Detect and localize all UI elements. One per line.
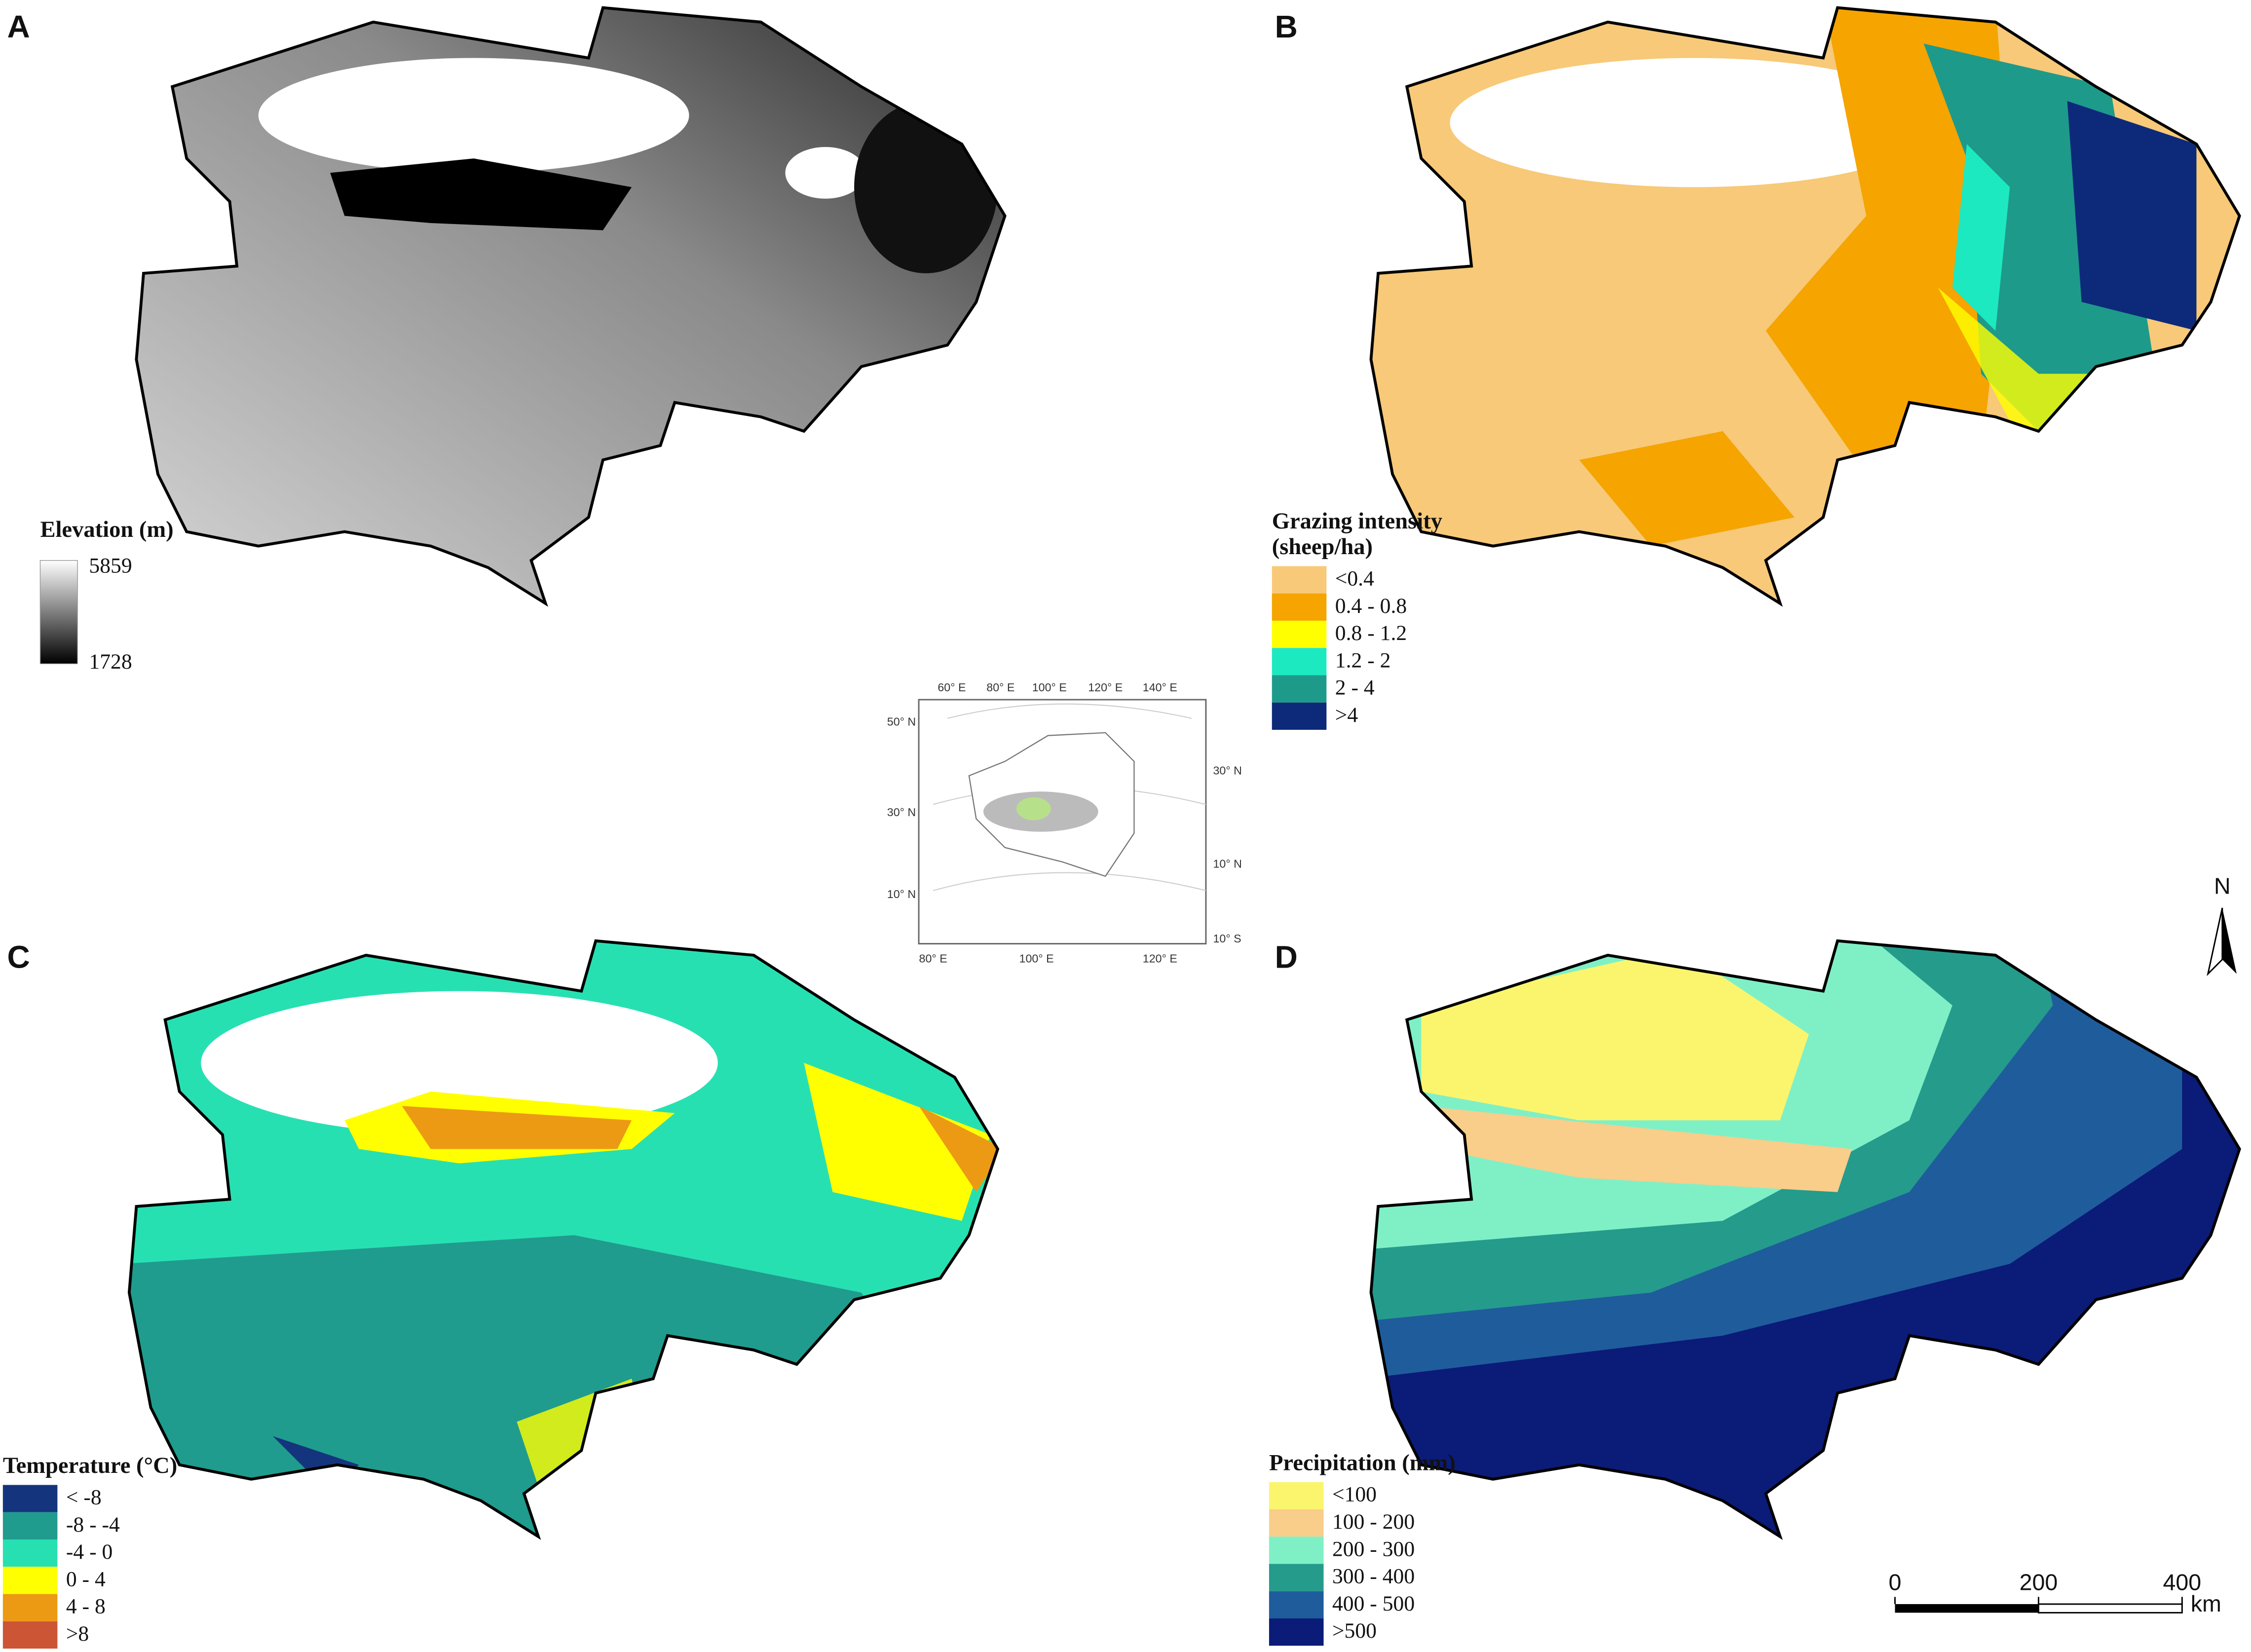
inset-label: 120° E: [1143, 952, 1177, 965]
inset-map: [918, 699, 1207, 945]
legend-swatch: [1269, 1618, 1324, 1646]
legend-swatch: [1269, 1482, 1324, 1509]
map-a: [136, 7, 1005, 604]
inset-label: 60° E: [938, 681, 966, 694]
panel-label: D: [1275, 939, 1298, 975]
legend-swatch: [2, 1567, 58, 1594]
inset-label: 120° E: [1088, 681, 1123, 694]
map-d: [1371, 940, 2240, 1537]
legend-label: 1.2 - 2: [1335, 648, 1391, 672]
legend-label: >500: [1332, 1619, 1377, 1643]
legend-title: Precipitation (mm): [1269, 1450, 1456, 1475]
legend-swatch: [1269, 1509, 1324, 1537]
legend-swatch: [1272, 648, 1327, 676]
inset-label: 30° N: [1213, 764, 1241, 777]
inset-label: 140° E: [1143, 681, 1177, 694]
legend-swatch: [1272, 675, 1327, 703]
legend-label: 4 - 8: [66, 1595, 106, 1618]
map-c: [129, 940, 998, 1537]
legend-swatch: [1269, 1591, 1324, 1619]
legend-gradient: [39, 560, 78, 664]
legend-label: 0 - 4: [66, 1567, 106, 1591]
scale-label: 200: [2020, 1569, 2058, 1595]
legend-label: 100 - 200: [1332, 1510, 1415, 1534]
legend-swatch: [1269, 1564, 1324, 1591]
legend-label: -8 - -4: [66, 1513, 120, 1537]
inset-label: 50° N: [887, 715, 916, 728]
legend-title: (sheep/ha): [1272, 534, 1373, 560]
scale-label: 400: [2163, 1569, 2202, 1595]
north-label: N: [2214, 873, 2231, 899]
legend-swatch: [2, 1621, 58, 1649]
panel-label: C: [7, 939, 30, 975]
legend-label: >8: [66, 1622, 89, 1646]
legend-title: Elevation (m): [40, 517, 173, 542]
legend-swatch: [2, 1539, 58, 1567]
scale-bar: [1895, 1603, 2183, 1614]
legend-swatch: [1272, 620, 1327, 648]
inset-label: 10° N: [1213, 858, 1241, 870]
legend-swatch: [1272, 702, 1327, 730]
legend-label: 1728: [89, 650, 132, 674]
legend-label: 400 - 500: [1332, 1592, 1415, 1615]
legend-label: -4 - 0: [66, 1540, 113, 1564]
inset-label: 30° N: [887, 806, 916, 819]
legend-swatch: [1269, 1537, 1324, 1564]
legend-label: <100: [1332, 1483, 1377, 1506]
legend-label: >4: [1335, 703, 1358, 727]
legend-label: <0.4: [1335, 567, 1374, 591]
panel-label: B: [1275, 9, 1298, 44]
legend-swatch: [2, 1594, 58, 1621]
legend-title: Grazing intensity: [1272, 509, 1442, 534]
legend-label: 300 - 400: [1332, 1565, 1415, 1588]
scale-unit: km: [2191, 1591, 2221, 1616]
inset-label: 80° E: [986, 681, 1014, 694]
inset-label: 100° E: [1019, 952, 1054, 965]
inset-label: 100° E: [1032, 681, 1067, 694]
legend-label: < -8: [66, 1486, 102, 1509]
legend-swatch: [2, 1485, 58, 1512]
scale-label: 0: [1889, 1569, 1902, 1595]
legend-title: Temperature (°C): [3, 1453, 177, 1478]
legend-label: 200 - 300: [1332, 1537, 1415, 1561]
legend-swatch: [1272, 593, 1327, 621]
legend-label: 5859: [89, 554, 132, 577]
inset-label: 80° E: [919, 952, 947, 965]
legend-label: 2 - 4: [1335, 676, 1375, 700]
legend-label: 0.8 - 1.2: [1335, 621, 1407, 645]
legend-swatch: [1272, 566, 1327, 594]
inset-label: 10° N: [887, 888, 916, 901]
legend-swatch: [2, 1512, 58, 1539]
panel-label: A: [7, 9, 30, 44]
map-b: [1371, 7, 2240, 604]
north-arrow: [2207, 907, 2237, 976]
legend-label: 0.4 - 0.8: [1335, 594, 1407, 618]
inset-label: 10° S: [1213, 932, 1241, 945]
